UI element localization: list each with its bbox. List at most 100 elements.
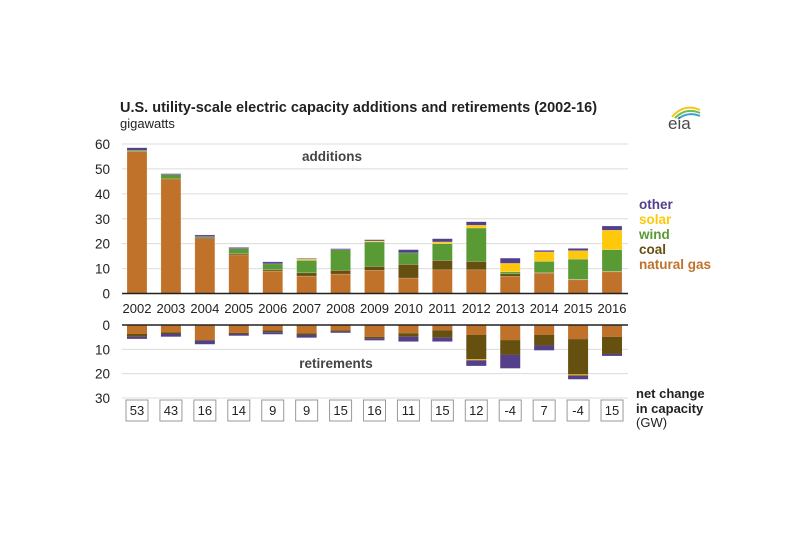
bar-addition-wind (567, 258, 589, 280)
x-tick-label: 2004 (190, 301, 219, 316)
bar-retirement-natural-gas (330, 325, 351, 331)
y-tick-label: 20 (95, 367, 110, 382)
bar-retirement-other (534, 345, 555, 351)
bar-addition-natural-gas (398, 277, 419, 294)
bar-addition-wind (330, 249, 351, 271)
net-change-box (329, 399, 353, 422)
bar-retirement-coal (127, 334, 147, 337)
x-tick-label: 2007 (292, 301, 321, 316)
bar-addition-coal (364, 266, 385, 271)
bar-retirement-natural-gas (160, 325, 181, 333)
bar-addition-natural-gas (364, 270, 385, 294)
x-tick-label: 2016 (598, 301, 627, 316)
bar-addition-other (398, 249, 419, 254)
bar-retirement-coal (262, 330, 283, 333)
net-change-value: 16 (198, 403, 212, 418)
unit-label: gigawatts (120, 116, 175, 131)
bar-addition-wind (160, 174, 182, 180)
net-change-value: 53 (130, 403, 144, 418)
x-tick-label: 2015 (564, 301, 593, 316)
bar-addition-other (228, 247, 250, 249)
legend-item-wind: wind (638, 227, 670, 242)
net-change-box (600, 399, 624, 422)
eia-logo-text: eia (668, 114, 691, 133)
bar-addition-solar (466, 224, 487, 229)
bar-retirement-solar (568, 374, 589, 376)
bar-retirement-other (296, 334, 317, 338)
legend-item-other: other (639, 197, 673, 212)
net-change-value: 14 (232, 403, 246, 418)
x-tick-label: 2002 (123, 301, 152, 316)
retirements-label: retirements (299, 356, 373, 371)
bar-retirement-natural-gas (262, 325, 283, 331)
bar-addition-natural-gas (533, 272, 555, 294)
y-tick-label: 20 (95, 237, 110, 252)
net-change-value: 15 (333, 403, 347, 418)
bar-retirement-solar (466, 359, 487, 361)
bar-retirement-coal (228, 332, 249, 335)
bar-addition-natural-gas (466, 269, 487, 294)
bar-addition-coal (330, 270, 351, 275)
net-change-box (227, 399, 251, 422)
bar-retirement-natural-gas (534, 325, 555, 335)
net-change-value: 12 (469, 403, 483, 418)
net-change-box (498, 399, 522, 422)
bar-addition-other (601, 225, 623, 231)
bar-retirement-natural-gas (127, 325, 147, 335)
bar-addition-other (432, 238, 453, 243)
bar-addition-wind (228, 248, 250, 254)
bar-retirement-other (568, 375, 589, 380)
y-tick-label: 60 (95, 137, 110, 152)
bar-retirement-coal (500, 340, 521, 355)
net-change-box (532, 399, 556, 422)
net-change-box (261, 399, 285, 422)
bar-retirement-natural-gas (568, 325, 589, 340)
bar-addition-natural-gas (126, 151, 148, 294)
net-change-value: 15 (605, 403, 619, 418)
bar-retirement-coal (568, 339, 589, 375)
bar-retirement-other (330, 331, 351, 333)
bar-addition-coal (466, 261, 487, 271)
net-change-box (464, 399, 488, 422)
bar-addition-solar (567, 250, 589, 260)
bar-retirement-coal (296, 333, 317, 335)
net-change-box (295, 399, 319, 422)
bar-retirement-natural-gas (296, 325, 317, 334)
bar-addition-natural-gas (601, 271, 623, 294)
y-tick-label: 0 (102, 318, 110, 333)
bar-addition-solar (432, 241, 453, 244)
bar-addition-wind (364, 241, 385, 267)
net-change-box (125, 399, 149, 422)
bar-addition-other (262, 261, 283, 265)
x-tick-label: 2013 (496, 301, 525, 316)
additions-label: additions (302, 149, 362, 164)
bar-retirement-other (602, 353, 623, 356)
x-tick-label: 2014 (530, 301, 559, 316)
bar-retirement-natural-gas (364, 325, 385, 337)
bar-addition-natural-gas (567, 279, 589, 294)
bar-addition-natural-gas (262, 270, 283, 294)
bar-addition-wind (262, 263, 283, 271)
net-change-label-line3: (GW) (636, 415, 667, 430)
legend-item-natural-gas: natural gas (639, 257, 711, 272)
bar-addition-natural-gas (432, 269, 453, 294)
bar-retirement-coal (330, 330, 351, 332)
bar-retirement-other (194, 340, 215, 345)
bar-retirement-other (398, 336, 419, 342)
bar-retirement-other (127, 336, 147, 339)
net-change-value: 15 (435, 403, 449, 418)
bar-addition-wind (466, 227, 487, 262)
net-change-value: 43 (164, 403, 178, 418)
bar-addition-natural-gas (228, 254, 250, 294)
x-tick-label: 2012 (462, 301, 491, 316)
bar-addition-wind (296, 260, 317, 274)
bar-addition-other (466, 221, 487, 226)
net-change-box (566, 399, 590, 422)
bar-addition-wind (432, 243, 453, 261)
bar-addition-other (499, 257, 521, 264)
y-tick-label: 0 (102, 287, 110, 302)
bar-addition-wind (499, 271, 521, 275)
bar-retirement-natural-gas (432, 325, 453, 331)
x-tick-label: 2008 (326, 301, 355, 316)
